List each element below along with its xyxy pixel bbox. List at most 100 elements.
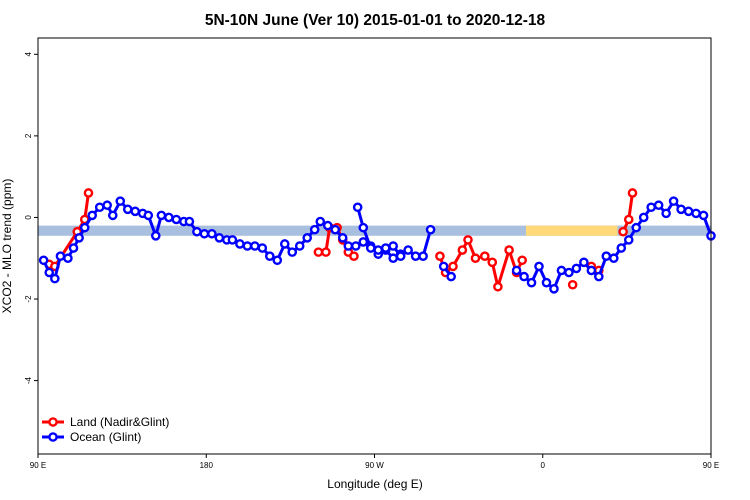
- y-tick-label-4: -4: [24, 376, 33, 384]
- series-1-point-1-8: [410, 251, 421, 261]
- series-1-point-3-15: [623, 235, 634, 245]
- series-0-point-2-3: [457, 245, 468, 255]
- series-1-point-3-13: [608, 253, 619, 264]
- series-1-line-3: [515, 199, 713, 291]
- reference-band: [38, 225, 711, 236]
- series-1-point-0-1: [44, 267, 55, 278]
- legend-marker-land: [48, 417, 58, 427]
- series-1-point-0-44: [343, 241, 354, 251]
- series-0-point-2-5: [470, 253, 481, 264]
- series-1-point-2-1: [446, 271, 456, 282]
- series-1-point-1-3: [373, 245, 384, 255]
- chart-title: 5N-10N June (Ver 10) 2015-01-01 to 2020-…: [205, 12, 546, 29]
- series-1-point-0-35: [279, 239, 290, 249]
- series-1-point-0-38: [302, 233, 313, 243]
- series-1-point-3-0: [511, 265, 522, 276]
- series-1-point-0-19: [164, 212, 174, 223]
- series-1-point-0-36: [287, 247, 298, 257]
- series-1-point-0-39: [309, 224, 320, 235]
- series-0-point-1-6: [349, 251, 359, 261]
- series-1-point-0-9: [94, 202, 105, 213]
- legend: Land (Nadir&Glint) Ocean (Glint): [42, 415, 169, 444]
- series-1-point-0-11: [107, 210, 118, 221]
- series-1-point-0-34: [272, 255, 283, 266]
- series-1-point-0-22: [184, 216, 195, 227]
- series-1-point-0-46: [358, 237, 369, 247]
- series-1-point-0-42: [330, 224, 341, 235]
- series-1-point-0-17: [150, 231, 161, 241]
- y-tick-label-0: 4: [24, 52, 33, 57]
- series-1-point-3-18: [646, 202, 656, 213]
- series-1-point-0-24: [199, 228, 210, 239]
- series-1-point-3-23: [683, 206, 694, 217]
- series-0-point-2-2: [448, 261, 458, 272]
- series-1-point-0-5: [68, 243, 79, 253]
- legend-label-ocean: Ocean (Glint): [70, 430, 141, 444]
- series-1-point-3-2: [526, 277, 537, 288]
- series-1-point-2-0: [438, 261, 449, 272]
- series-1-point-0-33: [265, 251, 275, 261]
- data-series: [38, 188, 716, 294]
- series-0-point-2-11: [517, 255, 527, 266]
- series-1-point-3-10: [586, 265, 597, 276]
- legend-marker-ocean: [48, 432, 58, 442]
- series-1-point-3-21: [668, 196, 679, 206]
- series-1-point-3-14: [616, 243, 627, 253]
- series-1-point-3-20: [661, 208, 671, 219]
- series-1-point-3-25: [698, 210, 709, 221]
- y-tick-label-3: -2: [24, 295, 33, 303]
- series-1-point-0-8: [87, 210, 98, 221]
- series-1-point-0-2: [50, 273, 60, 284]
- series-1-point-0-41: [322, 220, 333, 231]
- series-1-point-1-10: [425, 224, 436, 235]
- band-land-0: [525, 225, 618, 236]
- series-1-point-3-11: [594, 271, 604, 282]
- series-1-point-0-3: [55, 251, 66, 261]
- series-1-point-3-16: [631, 222, 642, 233]
- x-tick-label-3: 0: [541, 461, 546, 470]
- y-tick-label-2: 0: [24, 215, 33, 220]
- x-tick-label-0: 90 E: [30, 461, 46, 470]
- series-1-point-3-24: [691, 208, 701, 219]
- series-1-point-1-5: [388, 241, 398, 251]
- series-1-point-3-3: [534, 261, 544, 272]
- series-1-point-1-0: [352, 202, 363, 213]
- legend-item-ocean: Ocean (Glint): [42, 430, 141, 444]
- series-0-point-5-2: [627, 188, 638, 198]
- band-ocean: [38, 225, 711, 236]
- series-0-point-2-9: [504, 245, 514, 255]
- series-1-point-0-29: [235, 239, 245, 249]
- series-1-point-0-37: [294, 241, 305, 251]
- series-1-point-3-4: [541, 277, 552, 288]
- series-1-point-3-9: [579, 257, 589, 268]
- series-0-point-2-8: [493, 281, 503, 292]
- series-1-point-3-7: [564, 267, 574, 278]
- series-0-point-5-1: [623, 214, 634, 225]
- series-1-point-0-32: [257, 243, 268, 253]
- series-0-point-2-7: [487, 257, 498, 268]
- series-1-point-0-25: [207, 228, 217, 239]
- series-0-point-2-6: [479, 251, 490, 261]
- legend-item-land: Land (Nadir&Glint): [42, 415, 169, 429]
- series-1-point-3-17: [638, 212, 649, 223]
- series-1-point-1-4: [380, 243, 391, 253]
- x-tick-label-4: 90 E: [703, 461, 719, 470]
- series-1-point-0-40: [315, 216, 326, 227]
- series-1-point-0-16: [143, 210, 154, 221]
- series-1-point-0-26: [214, 233, 225, 243]
- series-1-point-0-20: [171, 214, 182, 225]
- series-1-point-0-0: [38, 255, 49, 266]
- series-1-point-1-6: [395, 251, 406, 261]
- series-1-point-0-30: [242, 241, 253, 251]
- series-1-point-0-28: [227, 235, 238, 245]
- series-0-point-0-4: [83, 188, 94, 198]
- series-1-point-1-2: [365, 243, 376, 253]
- series-0-point-2-4: [463, 235, 473, 245]
- series-1-point-0-23: [192, 226, 202, 237]
- x-tick-label-1: 180: [200, 461, 214, 470]
- series-0-point-1-1: [321, 247, 331, 257]
- series-1-point-0-10: [102, 200, 112, 211]
- series-1-point-3-1: [519, 271, 529, 282]
- series-1-point-0-7: [79, 222, 90, 233]
